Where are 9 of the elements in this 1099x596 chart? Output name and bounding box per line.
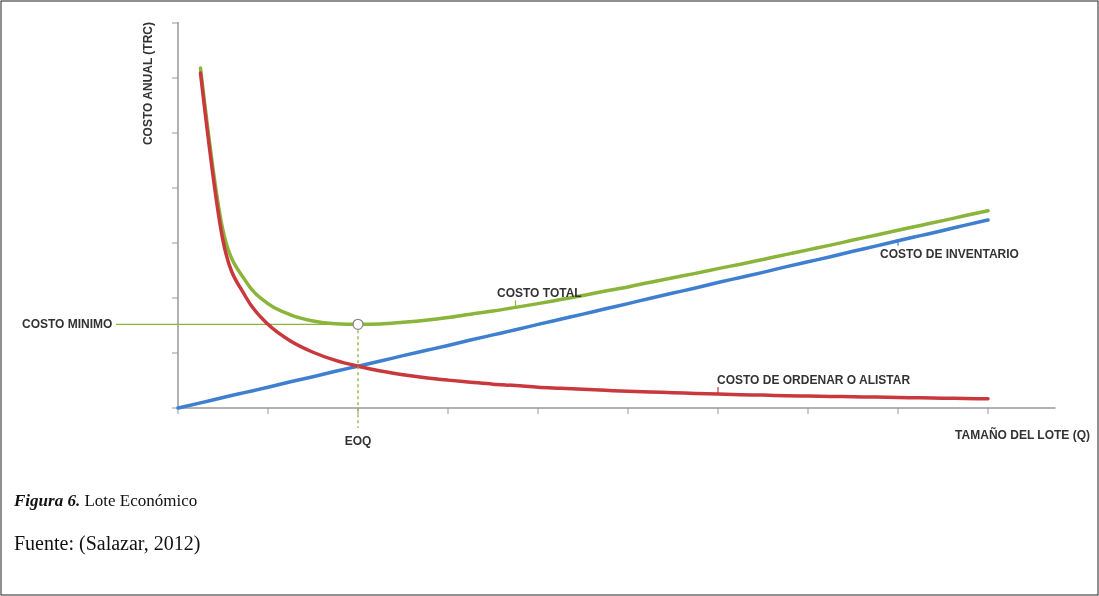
ref-line-label: COSTO MINIMO xyxy=(22,317,113,332)
series-label: COSTO TOTAL xyxy=(497,286,582,301)
text: EOQ xyxy=(344,434,372,448)
y-axis-title: COSTO ANUAL (TRC) xyxy=(141,22,155,146)
text: Figura 6. Lote Económico xyxy=(13,491,198,510)
series-label: COSTO DE ORDENAR O ALISTAR xyxy=(717,373,911,388)
x-axis-title: TAMAÑO DEL LOTE (Q) xyxy=(955,427,1090,442)
source-note: Fuente: (Salazar, 2012) xyxy=(14,532,201,555)
legend-label: COSTO DE INVENTARIO xyxy=(880,246,1019,261)
